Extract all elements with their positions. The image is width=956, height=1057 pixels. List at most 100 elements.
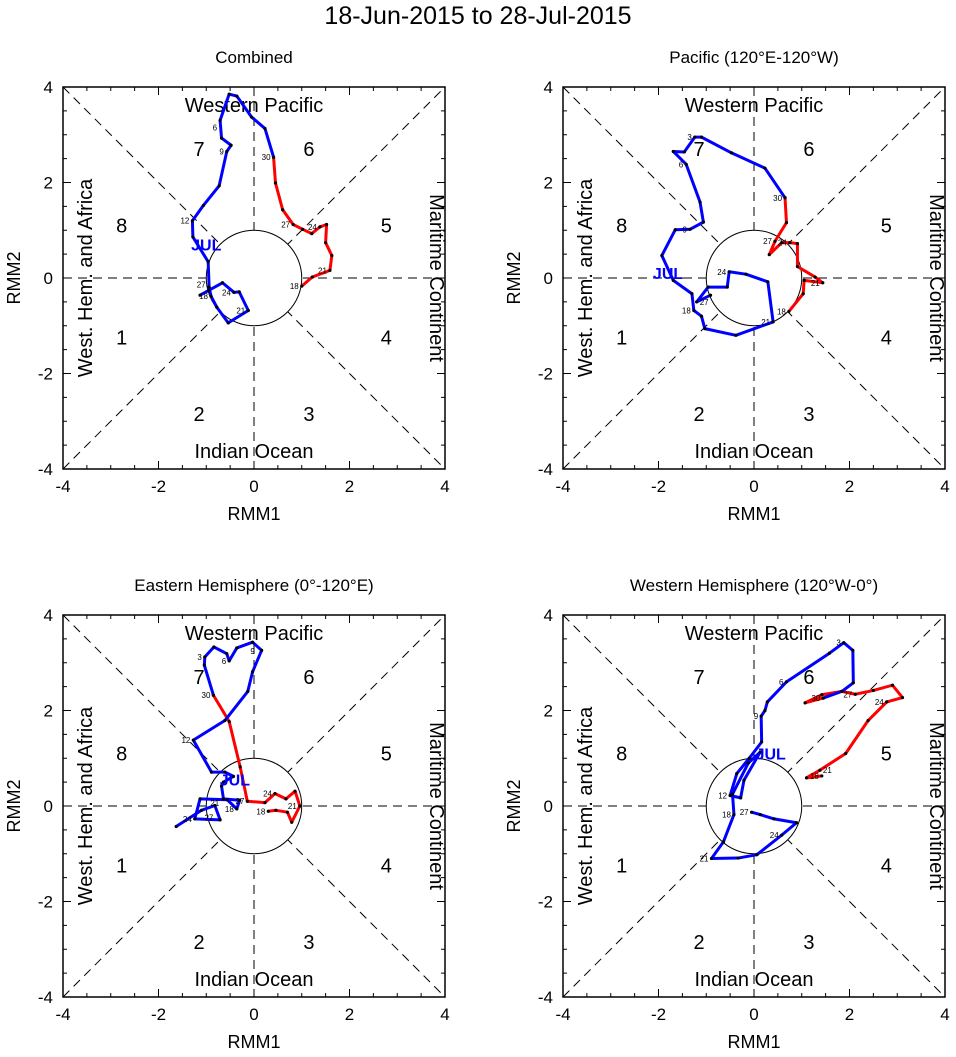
unit-circle <box>205 229 303 327</box>
trajectory-july <box>175 640 264 828</box>
x-tick-label: -2 <box>651 1005 666 1024</box>
x-tick-label: -4 <box>55 1005 70 1024</box>
day-marker <box>301 227 305 231</box>
day-marker <box>690 292 694 296</box>
day-label: 18 <box>682 306 691 315</box>
day-marker <box>767 253 771 257</box>
day-marker <box>827 651 832 655</box>
day-marker <box>273 791 277 796</box>
day-label: 27 <box>235 797 244 806</box>
day-label: 21 <box>823 766 832 775</box>
day-marker <box>300 284 304 288</box>
phase-number: 1 <box>116 328 127 350</box>
panel-title: Western Hemisphere (120°W-0°) <box>630 576 878 595</box>
day-label: 6 <box>222 657 227 666</box>
day-marker <box>207 285 211 289</box>
day-marker <box>842 641 846 645</box>
day-marker <box>237 290 241 294</box>
day-marker <box>271 155 276 159</box>
y-axis-label: RMM2 <box>4 252 24 305</box>
phase-number: 7 <box>194 667 205 689</box>
day-marker <box>245 799 249 803</box>
day-marker <box>784 221 789 225</box>
day-marker <box>772 817 776 821</box>
day-marker <box>207 288 211 293</box>
region-label-top: Western Pacific <box>185 623 324 645</box>
day-marker <box>330 253 334 258</box>
day-marker <box>212 645 216 649</box>
day-marker <box>671 278 675 282</box>
day-marker <box>191 235 195 239</box>
y-tick-label: -4 <box>538 460 553 479</box>
day-marker <box>747 756 751 760</box>
x-tick-label: 4 <box>440 1005 449 1024</box>
day-marker <box>760 740 764 744</box>
day-marker <box>771 320 775 324</box>
x-tick-label: -2 <box>651 477 666 496</box>
phase-number: 3 <box>803 932 814 954</box>
day-marker <box>890 683 895 687</box>
day-marker <box>281 208 285 212</box>
day-marker <box>250 670 255 674</box>
y-tick-label: 0 <box>44 269 53 288</box>
day-marker <box>728 793 732 798</box>
day-marker <box>787 309 791 314</box>
day-marker <box>220 281 225 285</box>
day-marker <box>758 812 762 817</box>
phase-number: 8 <box>616 215 627 237</box>
day-marker <box>703 327 707 331</box>
day-label: 3 <box>197 653 202 662</box>
day-label: 21 <box>236 306 245 315</box>
day-label: 24 <box>222 288 231 297</box>
day-marker <box>198 293 202 297</box>
phase-number: 5 <box>381 215 392 237</box>
y-tick-label: -2 <box>538 365 553 384</box>
phase-number: 4 <box>881 856 892 878</box>
panel-title: Combined <box>215 48 293 67</box>
day-marker <box>660 253 664 258</box>
y-tick-label: 2 <box>544 174 553 193</box>
day-marker <box>193 817 197 821</box>
day-marker <box>209 294 213 298</box>
day-label: 9 <box>683 225 688 234</box>
phase-number: 8 <box>116 743 127 765</box>
x-tick-label: 4 <box>940 477 949 496</box>
day-label: 21 <box>318 266 327 275</box>
day-marker <box>215 305 219 309</box>
day-marker <box>266 809 270 813</box>
x-tick-label: -2 <box>151 1005 166 1024</box>
y-tick-label: 2 <box>44 702 53 721</box>
day-marker <box>795 264 800 269</box>
day-marker <box>759 714 763 718</box>
day-label: 27 <box>281 221 290 230</box>
x-tick-label: 2 <box>845 477 854 496</box>
phase-number: 1 <box>616 328 627 350</box>
day-marker <box>285 810 290 814</box>
day-marker <box>803 701 807 705</box>
day-label: 21 <box>210 799 219 808</box>
region-label-top: Western Pacific <box>185 95 324 117</box>
day-marker <box>813 275 817 279</box>
x-tick-label: 0 <box>749 1005 758 1024</box>
day-label: 30 <box>262 153 271 162</box>
day-marker <box>263 801 267 805</box>
day-label: 3 <box>687 133 692 142</box>
day-marker <box>693 135 697 139</box>
day-marker <box>688 227 692 231</box>
y-tick-label: -4 <box>38 460 53 479</box>
day-marker <box>739 796 743 800</box>
y-tick-label: -2 <box>538 893 553 912</box>
unit-circle <box>205 757 303 855</box>
day-marker <box>235 646 239 650</box>
y-tick-label: 4 <box>544 606 553 625</box>
day-marker <box>708 293 713 297</box>
region-label-right: Maritime Continent <box>925 194 947 362</box>
phase-number: 5 <box>881 743 892 765</box>
day-marker <box>820 774 824 778</box>
day-marker <box>746 761 750 765</box>
region-label-right: Maritime Continent <box>425 194 447 362</box>
day-marker <box>229 143 233 147</box>
day-label: 24 <box>263 790 272 799</box>
day-marker <box>328 268 332 272</box>
day-label: 27 <box>843 690 852 699</box>
